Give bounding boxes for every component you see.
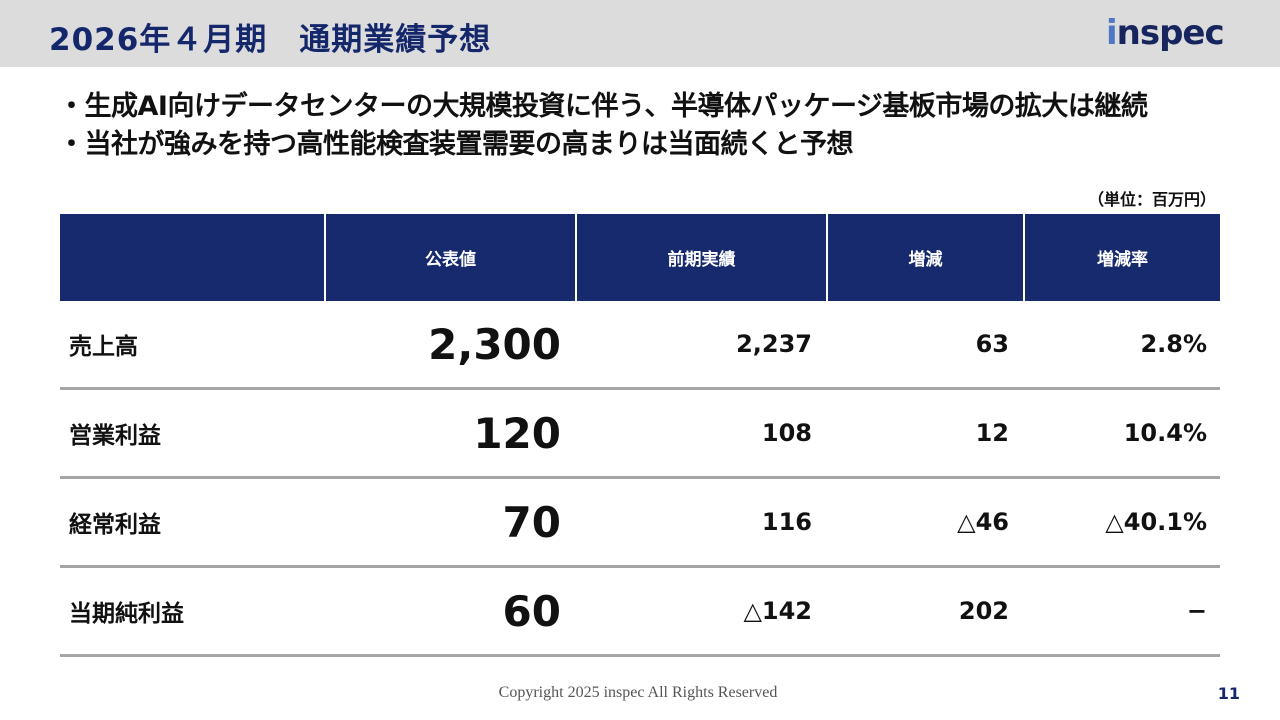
bullet-item: ・当社が強みを持つ高性能検査装置需要の高まりは当面続くと予想 [58,129,854,160]
prior-value: 2,237 [736,330,812,358]
prior-value: 108 [761,419,812,447]
page-number: 11 [1217,684,1240,703]
copyright-footer: Copyright 2025 inspec All Rights Reserve… [498,684,778,701]
column-header-forecast: 公表値 [324,214,575,301]
column-header-blank [60,214,324,301]
inspec-logo: inspec [1106,13,1225,53]
prior-value: 116 [761,508,812,536]
rate-value: 10.4% [1123,419,1207,447]
logo-accent: i [1106,13,1118,53]
change-value: 202 [958,597,1009,625]
forecast-value: 120 [473,408,561,458]
table-row-net-income: 当期純利益 60 △142 202 − [60,568,1220,657]
row-label: 当期純利益 [69,601,184,627]
forecast-value: 70 [502,497,561,547]
page-title: 2026年４月期 通期業績予想 [49,22,492,58]
column-header-change: 増減 [826,214,1023,301]
forecast-value: 2,300 [428,319,561,369]
table-row-sales: 売上高 2,300 2,237 63 2.8% [60,301,1220,390]
bullet-list: ・生成AI向けデータセンターの大規模投資に伴う、半導体パッケージ基板市場の拡大は… [58,88,1258,164]
logo-text: nspec [1116,13,1225,53]
rate-value: △40.1% [1105,508,1207,536]
row-label: 営業利益 [69,423,161,449]
prior-value: △142 [743,597,812,625]
row-label: 経常利益 [69,512,161,538]
column-header-prior: 前期実績 [575,214,826,301]
table-row-ordinary-profit: 経常利益 70 116 △46 △40.1% [60,479,1220,568]
bullet-item: ・生成AI向けデータセンターの大規模投資に伴う、半導体パッケージ基板市場の拡大は… [58,91,1148,122]
rate-value: 2.8% [1140,330,1207,358]
change-value: 12 [975,419,1009,447]
header-bar: 2026年４月期 通期業績予想 inspec [0,0,1280,67]
table-body: 売上高 2,300 2,237 63 2.8% 営業利益 120 108 12 … [60,301,1220,657]
column-header-rate: 増減率 [1023,214,1220,301]
rate-value: − [1186,597,1207,625]
change-value: 63 [975,330,1009,358]
change-value: △46 [957,508,1009,536]
unit-note: （単位：百万円） [1087,190,1216,209]
table-row-operating-profit: 営業利益 120 108 12 10.4% [60,390,1220,479]
table-header: 公表値 前期実績 増減 増減率 [60,214,1220,301]
row-label: 売上高 [69,334,138,360]
forecast-value: 60 [502,586,561,636]
